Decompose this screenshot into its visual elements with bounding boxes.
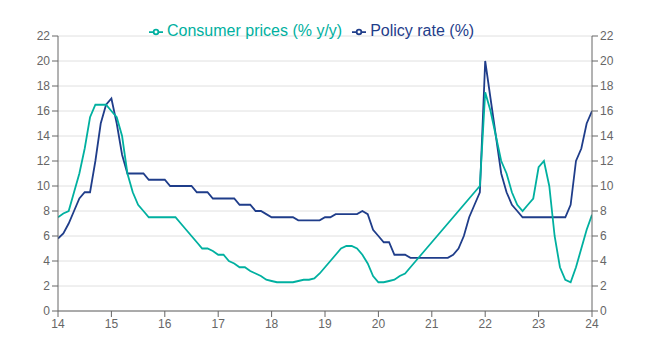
svg-text:23: 23 (532, 317, 546, 331)
svg-text:18: 18 (600, 79, 614, 93)
svg-text:18: 18 (37, 79, 51, 93)
svg-text:16: 16 (37, 104, 51, 118)
svg-text:4: 4 (600, 254, 607, 268)
svg-text:20: 20 (37, 54, 51, 68)
svg-text:20: 20 (372, 317, 386, 331)
html-text:Policy rate (%): Policy rate (%) (370, 22, 475, 39)
svg-text:10: 10 (37, 179, 51, 193)
svg-text:14: 14 (600, 129, 614, 143)
svg-text:15: 15 (105, 317, 119, 331)
svg-text:12: 12 (37, 154, 51, 168)
svg-text:10: 10 (600, 179, 614, 193)
html-text:Consumer prices (% y/y): Consumer prices (% y/y) (167, 22, 343, 39)
svg-text:12: 12 (600, 154, 614, 168)
svg-text:4: 4 (43, 254, 50, 268)
svg-text:21: 21 (425, 317, 439, 331)
svg-text:17: 17 (212, 317, 226, 331)
svg-text:22: 22 (479, 317, 493, 331)
svg-text:6: 6 (43, 229, 50, 243)
svg-text:14: 14 (37, 129, 51, 143)
svg-text:16: 16 (600, 104, 614, 118)
svg-text:24: 24 (585, 317, 599, 331)
svg-text:14: 14 (51, 317, 65, 331)
svg-text:0: 0 (600, 304, 607, 318)
svg-text:19: 19 (318, 317, 332, 331)
svg-text:20: 20 (600, 54, 614, 68)
svg-text:6: 6 (600, 229, 607, 243)
svg-text:8: 8 (43, 204, 50, 218)
svg-text:22: 22 (600, 29, 614, 43)
svg-text:8: 8 (600, 204, 607, 218)
svg-text:0: 0 (43, 304, 50, 318)
svg-text:22: 22 (37, 29, 51, 43)
svg-text:18: 18 (265, 317, 279, 331)
svg-text:16: 16 (158, 317, 172, 331)
svg-text:2: 2 (43, 279, 50, 293)
svg-text:2: 2 (600, 279, 607, 293)
